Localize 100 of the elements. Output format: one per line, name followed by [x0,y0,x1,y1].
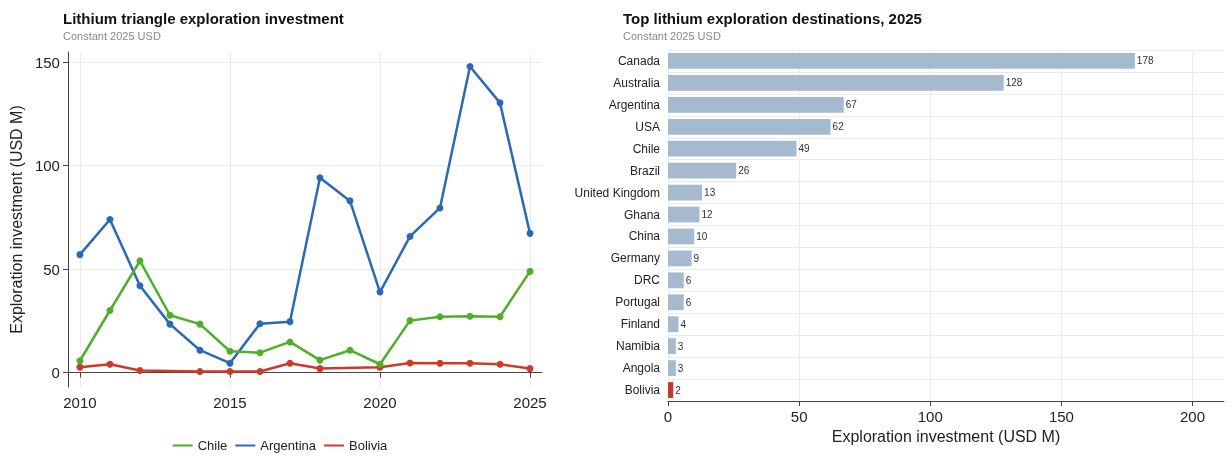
point [316,365,324,373]
point [76,357,84,365]
bar [668,338,676,355]
bar [668,250,692,267]
chart-title: Lithium triangle exploration investment [63,10,344,27]
data-label: 6 [685,274,692,286]
x-tick-label: 0 [663,408,673,425]
data-label: 6 [685,296,692,308]
point [466,62,474,70]
point [106,216,114,223]
bar [668,118,831,135]
point [166,311,174,319]
point [256,367,264,375]
y-tick-label: Bolivia [624,383,661,398]
bar [668,206,700,223]
bar [668,96,844,113]
x-tick-label: 100 [917,408,943,425]
y-tick-label: Australia [613,75,661,90]
point [436,313,444,321]
data-label: 2 [675,384,682,396]
point [466,312,474,320]
y-tick-label: 150 [34,53,60,71]
y-tick-label: Angola [622,361,661,376]
bar [668,316,679,333]
y-tick-label: 100 [34,157,60,175]
y-tick-label: Finland [620,317,660,332]
point [226,347,234,355]
point [136,257,144,265]
x-tick-label: 50 [790,408,808,425]
point [256,320,264,328]
bar [668,140,797,157]
legend-label: Chile [197,438,228,453]
data-label: 4 [680,318,687,330]
y-tick-label: 0 [51,364,60,382]
x-tick-label: 150 [1048,408,1074,425]
chart-subtitle: Constant 2025 USD [63,29,161,42]
point [286,318,294,326]
data-label: 178 [1136,55,1154,67]
x-tick-label: 2025 [513,394,547,411]
y-tick-label: Portugal [615,295,660,310]
point [406,317,414,325]
x-axis-title: Exploration investment (USD M) [831,428,1061,446]
bar [668,162,737,179]
y-tick-label: USA [635,119,660,134]
x-tick-label: 2010 [63,394,97,411]
data-label: 12 [701,209,714,221]
point [136,282,144,290]
point [526,229,534,237]
point [226,359,234,367]
legend-label: Argentina [260,438,317,453]
data-label: 128 [1005,77,1023,89]
point [226,367,234,375]
y-tick-label: Brazil [629,163,660,178]
point [316,174,324,182]
data-label: 49 [798,143,811,155]
data-label: 3 [677,362,684,374]
y-axis-title: Exploration investment (USD M) [7,105,25,334]
point [196,367,204,375]
bar [668,228,695,245]
point [106,306,114,314]
y-tick-label: 50 [43,260,60,278]
data-label: 10 [696,230,708,242]
bar [668,75,1004,91]
bar [668,294,684,311]
legend-label: Bolivia [348,438,389,453]
point [196,346,204,354]
data-label: 62 [832,121,845,133]
y-tick-label: DRC [634,273,661,288]
x-tick-label: 2015 [213,394,247,411]
point [496,360,504,368]
point [106,360,114,368]
point [76,363,84,371]
data-label: 13 [704,187,716,199]
chart-title: Top lithium exploration destinations, 2025 [623,10,922,27]
bar [668,360,676,376]
bar [668,184,703,201]
point [526,365,534,373]
point [76,251,84,259]
x-tick-label: 2020 [363,394,397,411]
bar [668,382,674,398]
y-tick-label: United Kingdom [574,185,660,200]
y-tick-label: China [628,229,661,244]
point [496,313,504,321]
point [436,359,444,367]
y-tick-label: Canada [617,53,661,68]
data-label: 3 [677,340,684,352]
data-label: 9 [693,252,700,264]
point [286,359,294,367]
data-label: 67 [845,99,858,111]
chart-subtitle: Constant 2025 USD [623,29,721,42]
y-tick-label: Chile [632,141,661,156]
point [136,366,144,374]
y-tick-label: Germany [610,251,660,266]
point [256,349,264,357]
bar [668,272,684,289]
point [406,232,414,240]
x-tick-label: 200 [1180,408,1206,425]
y-tick-label: Argentina [608,97,661,112]
data-label: 26 [738,165,750,177]
bar [668,53,1135,69]
